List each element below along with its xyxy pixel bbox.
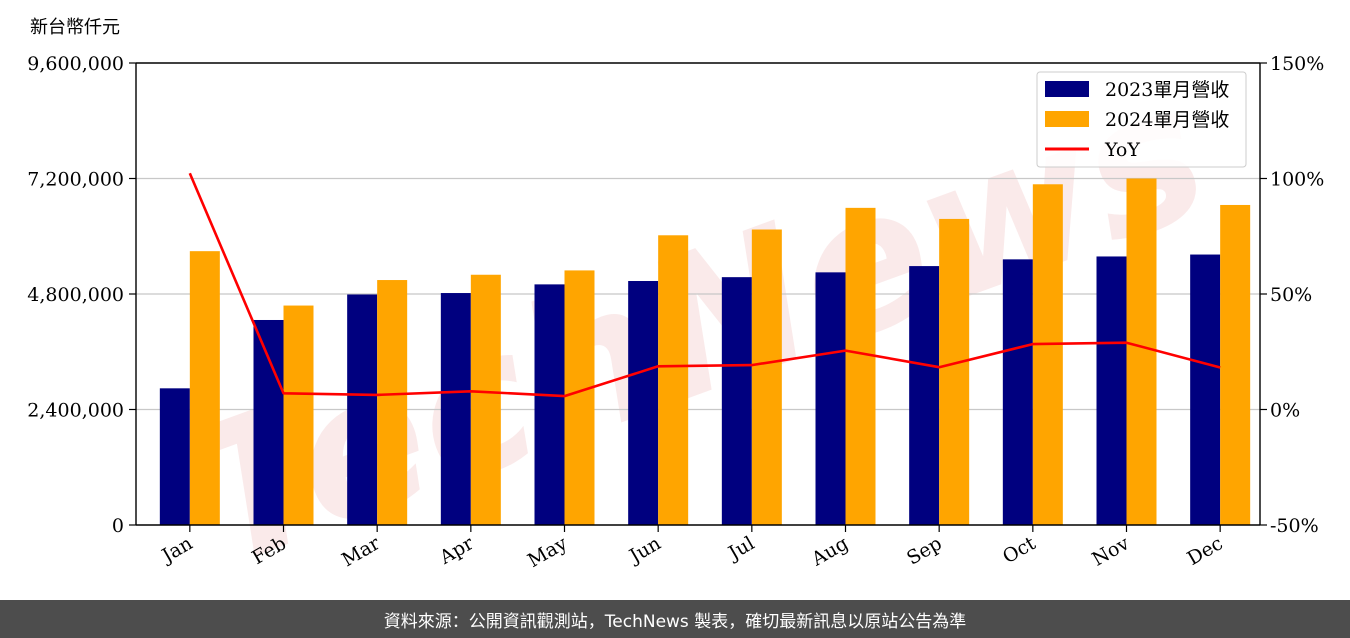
- bar-2023-jan: [159, 388, 190, 525]
- legend-label: YoY: [1104, 139, 1140, 161]
- bar-2023-nov: [1096, 256, 1127, 525]
- bar-2024-apr: [470, 274, 501, 525]
- bar-2023-jun: [628, 281, 659, 525]
- legend-swatch: [1045, 81, 1089, 97]
- bar-2024-oct: [1032, 184, 1063, 525]
- source-note: 資料來源：公開資訊觀測站，TechNews 製表，確切最新訊息以原站公告為準: [383, 611, 967, 632]
- bar-2023-jul: [721, 277, 752, 525]
- gridlines: [136, 177, 1260, 411]
- yoy-line: [188, 172, 1221, 398]
- y2-tick-label: 100%: [1270, 169, 1324, 191]
- bar-2024-nov: [1126, 178, 1157, 525]
- x-tick-label: Aug: [807, 532, 852, 571]
- legend-label: 2023單月營收: [1105, 79, 1229, 101]
- x-tick-label: Jan: [157, 532, 197, 568]
- legend-label: 2024單月營收: [1105, 109, 1229, 131]
- yoy-line-layer: [188, 172, 1221, 398]
- y2-tick-label: 50%: [1270, 284, 1312, 306]
- x-tick-label: May: [524, 532, 571, 572]
- footer-source-bar: 資料來源：公開資訊觀測站，TechNews 製表，確切最新訊息以原站公告為準: [0, 600, 1350, 638]
- y-tick-label: 4,800,000: [27, 284, 124, 306]
- axes: [135, 62, 1261, 526]
- y-tick-label: 2,400,000: [27, 400, 124, 422]
- x-tick-label: Jun: [624, 532, 665, 568]
- x-tick-label: Sep: [903, 532, 946, 569]
- legend-swatch: [1045, 111, 1089, 127]
- bar-2024-aug: [845, 207, 876, 525]
- left-axis-ticks: 0 2,400,000 4,800,000 7,200,000 9,600,000: [27, 53, 136, 537]
- x-tick-label: Nov: [1088, 532, 1133, 571]
- chart: TechNews 02,400,0004,800,0007,200,0009,6…: [27, 17, 1324, 600]
- bar-2024-jan: [189, 251, 220, 525]
- bars: [159, 178, 1251, 526]
- legend: 2023單月營收 2024單月營收 YoY: [1036, 71, 1247, 168]
- y-tick-label: 9,600,000: [27, 53, 124, 75]
- bar-2023-sep: [909, 266, 940, 525]
- x-tick-label: Dec: [1184, 532, 1227, 570]
- y-tick-label: 7,200,000: [27, 169, 124, 191]
- bar-2023-oct: [1002, 259, 1033, 525]
- bar-2023-aug: [815, 272, 846, 525]
- bar-2023-may: [534, 284, 565, 525]
- bar-2024-may: [564, 270, 595, 525]
- bar-2024-dec: [1220, 204, 1251, 525]
- bar-2024-jun: [658, 235, 689, 525]
- x-tick-label: Apr: [435, 532, 478, 569]
- y2-tick-label: 0%: [1270, 400, 1300, 422]
- legend-box: [1036, 71, 1247, 168]
- bar-2023-mar: [347, 294, 378, 525]
- y-axis-unit-label: 新台幣仟元: [30, 17, 120, 38]
- bar-2023-dec: [1190, 254, 1221, 525]
- y-tick-label: 0: [112, 515, 124, 537]
- bar-2024-jul: [751, 229, 782, 525]
- bar-2024-feb: [283, 305, 314, 525]
- bar-2023-apr: [440, 293, 471, 525]
- x-tick-label: Oct: [999, 532, 1040, 568]
- bar-2024-mar: [377, 280, 408, 525]
- y2-tick-label: -50%: [1270, 515, 1319, 537]
- y2-tick-label: 150%: [1270, 53, 1324, 75]
- bar-2023-feb: [253, 319, 284, 525]
- x-tick-label: Jul: [723, 532, 758, 565]
- bar-2024-sep: [939, 218, 970, 526]
- right-axis-ticks: -50% 0% 50% 100% 150%: [1260, 53, 1324, 537]
